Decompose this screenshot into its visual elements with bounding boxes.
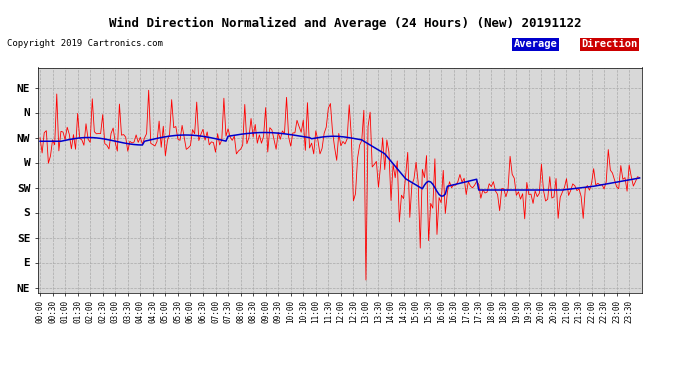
Text: Direction: Direction <box>582 39 638 50</box>
Text: Average: Average <box>514 39 558 50</box>
Text: Wind Direction Normalized and Average (24 Hours) (New) 20191122: Wind Direction Normalized and Average (2… <box>109 17 581 30</box>
Text: Copyright 2019 Cartronics.com: Copyright 2019 Cartronics.com <box>7 39 163 48</box>
